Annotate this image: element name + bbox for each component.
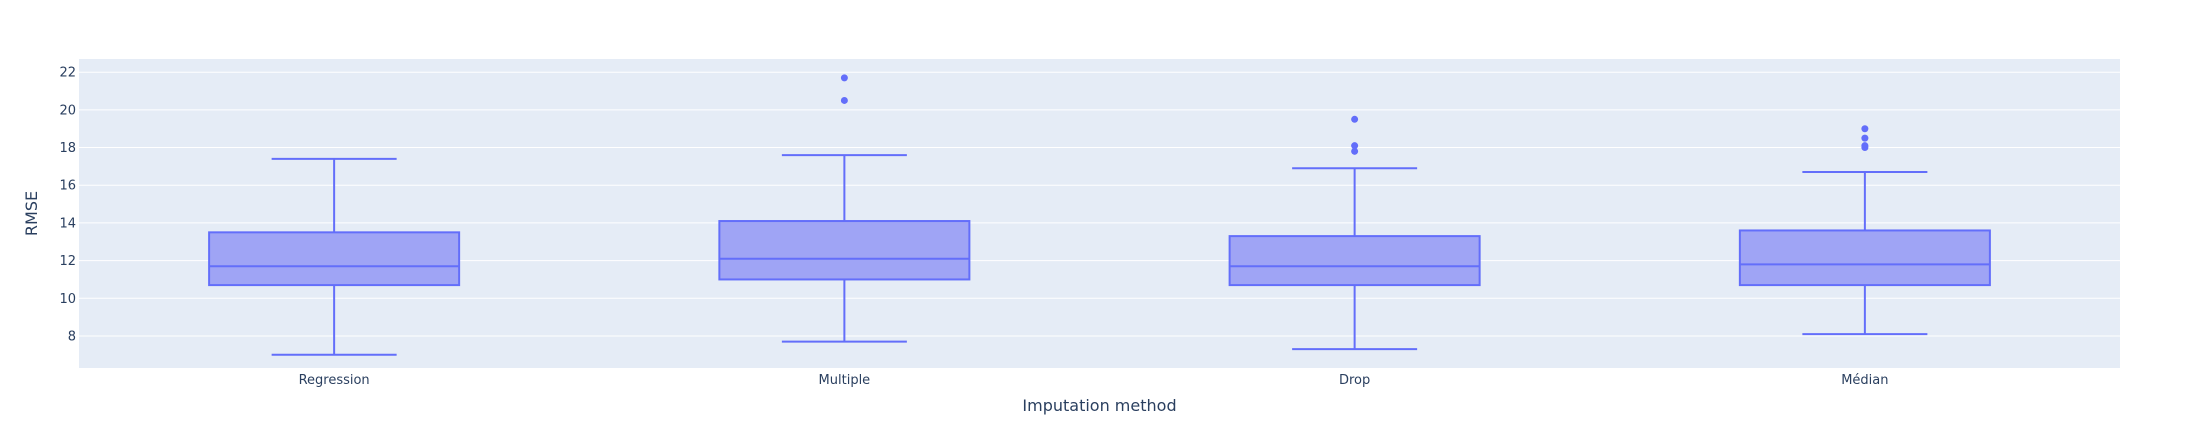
y-axis-title: RMSE (22, 191, 41, 236)
iqr-box (208, 231, 461, 287)
outlier-point (840, 96, 848, 104)
box-2 (1228, 115, 1481, 351)
y-tick-label: 8 (68, 329, 76, 344)
boxes (208, 74, 1991, 356)
y-tick-label: 14 (59, 216, 76, 231)
y-tick-label: 22 (59, 66, 76, 81)
y-tick-label: 20 (59, 103, 76, 118)
outlier-point (1861, 142, 1869, 150)
outlier-point (1351, 115, 1359, 123)
y-tick-label: 18 (59, 141, 76, 156)
y-tick-label: 10 (59, 292, 76, 307)
y-axis-ticks: 8 10 12 14 16 18 20 22 (59, 66, 76, 345)
outlier-point (1351, 142, 1359, 150)
y-tick-label: 12 (59, 254, 76, 269)
box-0 (208, 157, 461, 356)
x-tick-label: Regression (299, 373, 370, 388)
outlier-point (1351, 147, 1359, 155)
outlier-point (840, 74, 848, 82)
x-tick-label: Drop (1339, 373, 1370, 388)
iqr-box (1738, 229, 1991, 287)
outlier-point (1861, 125, 1869, 133)
box-1 (718, 74, 971, 343)
x-axis-ticks: Regression Multiple Drop Médian (299, 373, 1889, 388)
x-tick-label: Multiple (819, 373, 871, 388)
box-3 (1738, 125, 1991, 336)
outlier-point (1861, 134, 1869, 142)
iqr-box (1228, 235, 1481, 287)
x-tick-label: Médian (1841, 373, 1888, 388)
x-axis-title: Imputation method (1022, 396, 1176, 415)
y-tick-label: 16 (59, 179, 76, 194)
plot-area (79, 59, 2120, 368)
iqr-box (718, 220, 971, 281)
